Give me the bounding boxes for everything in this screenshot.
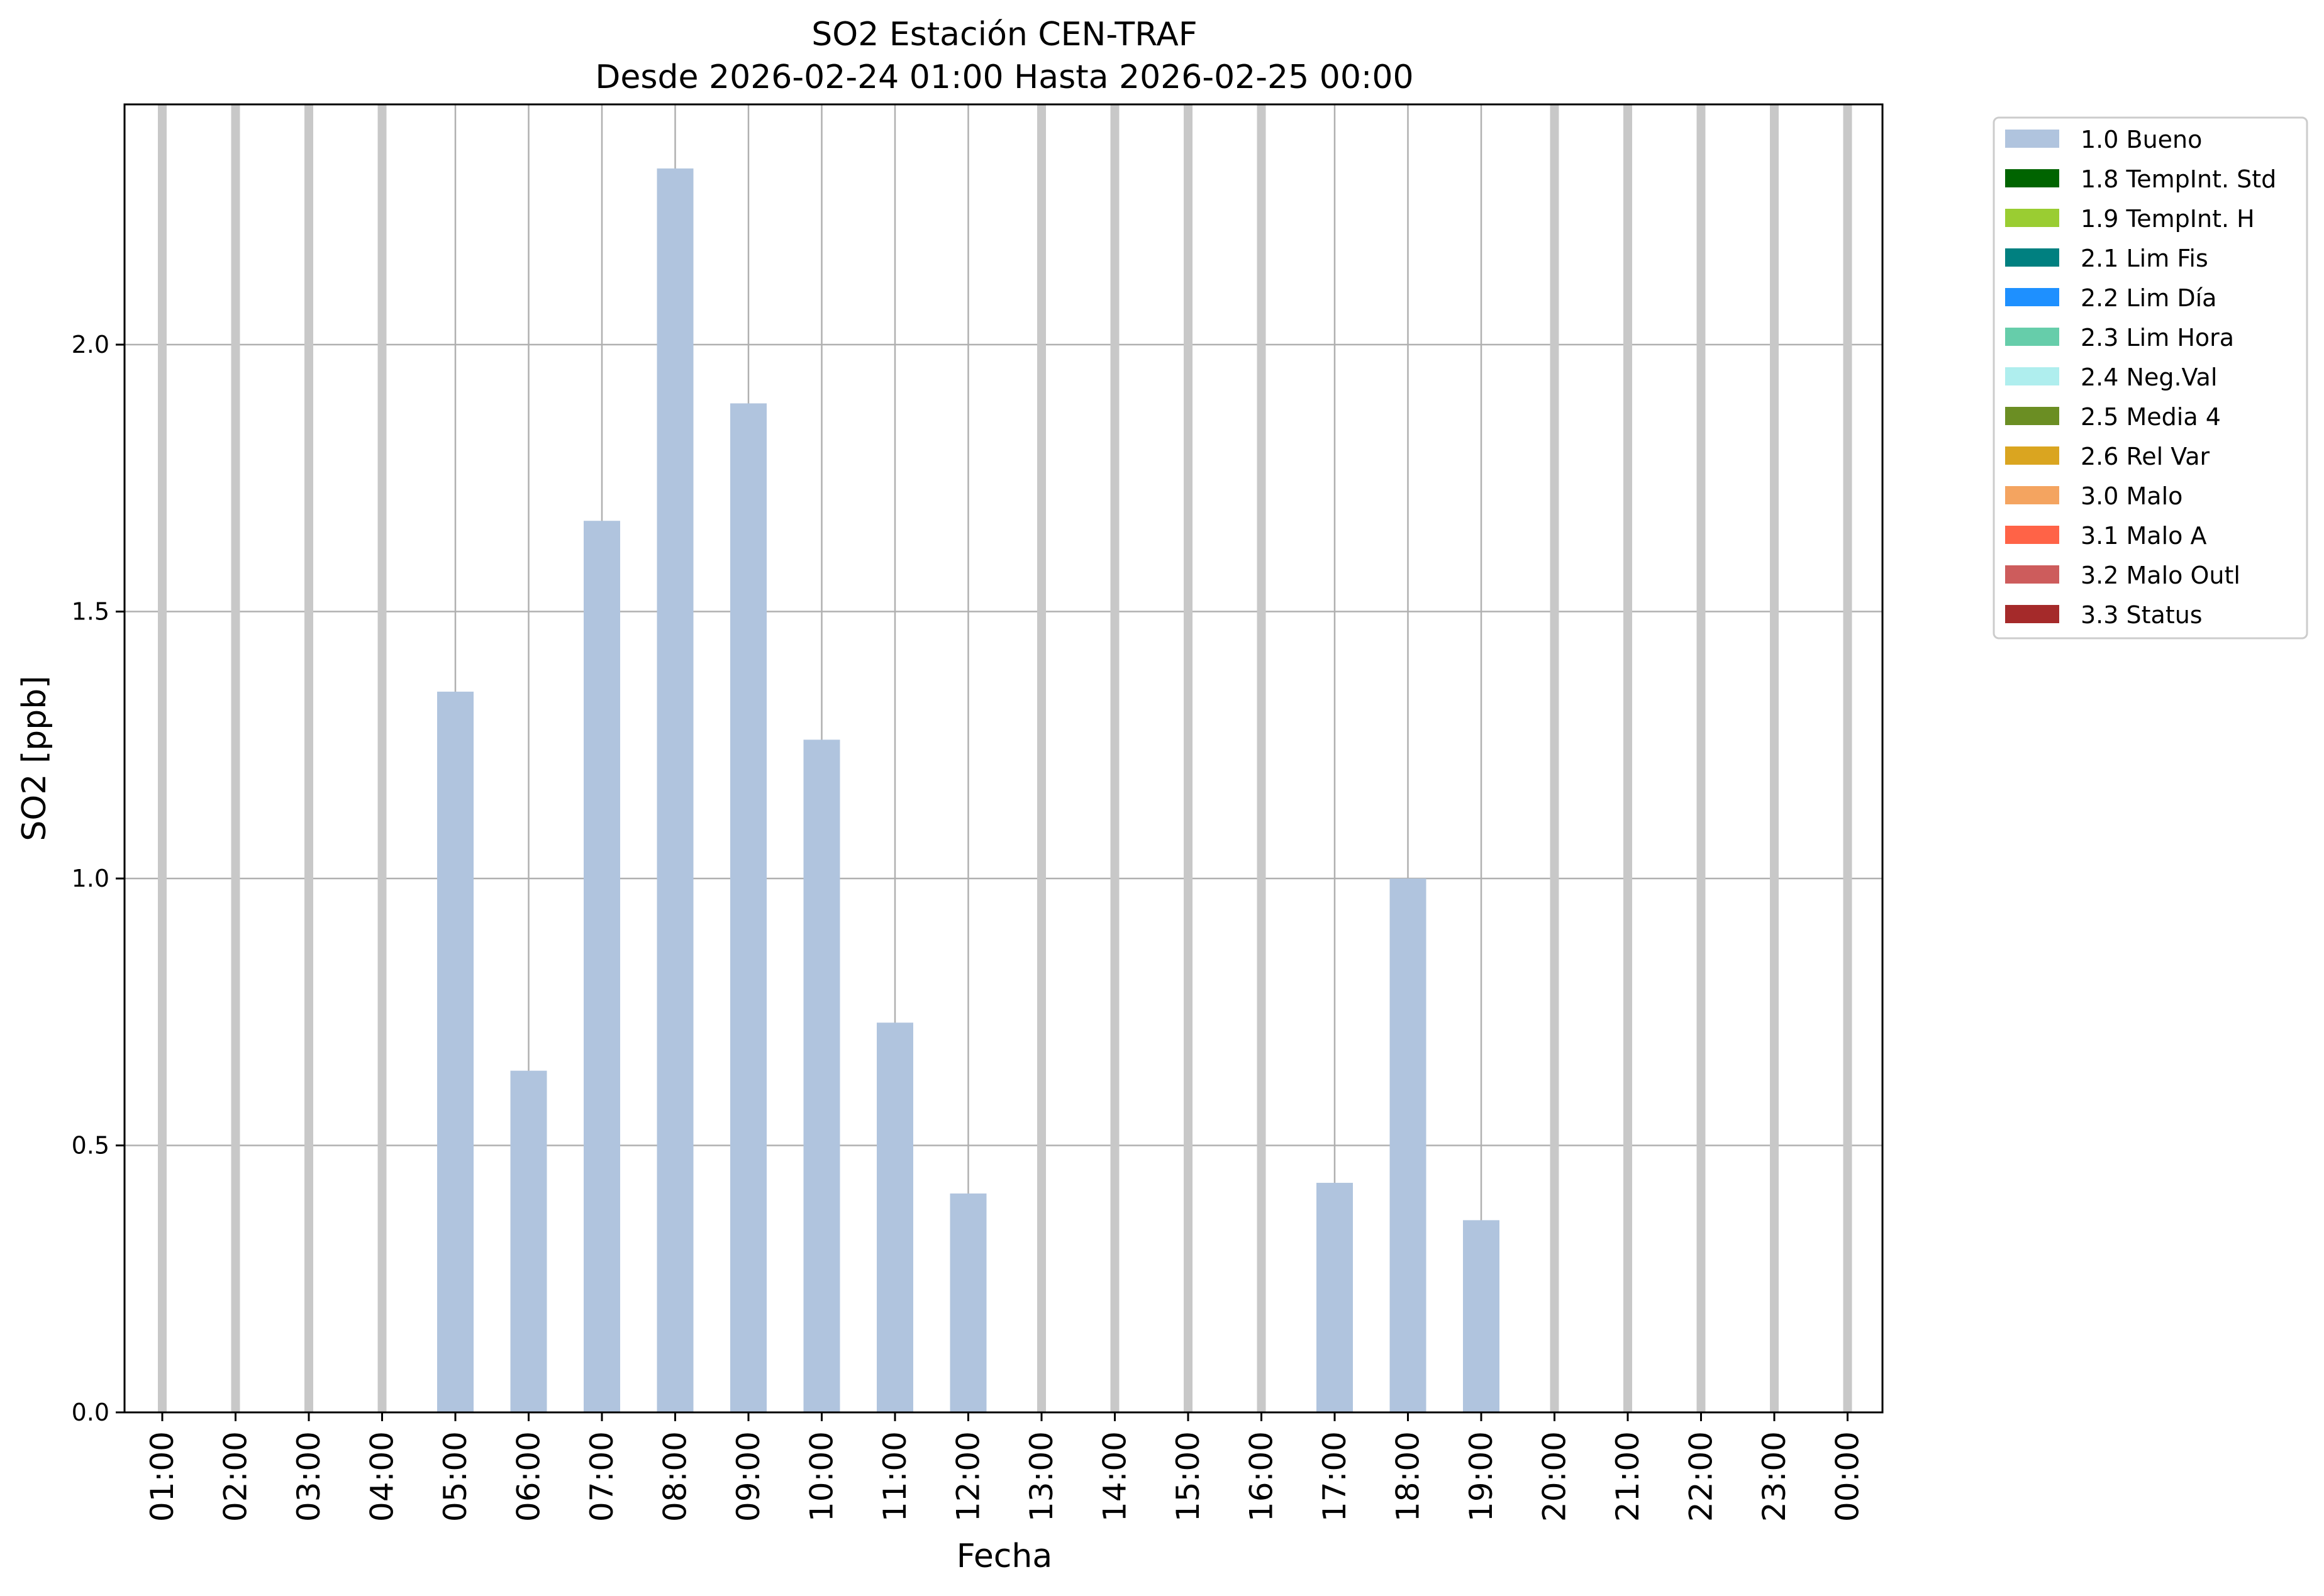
legend-swatch	[2005, 565, 2059, 584]
legend-swatch	[2005, 407, 2059, 425]
legend-label: 3.2 Malo Outl	[2081, 562, 2240, 589]
x-tick-label: 10:00	[804, 1431, 840, 1522]
x-tick-label: 06:00	[511, 1431, 547, 1522]
x-tick-label: 00:00	[1830, 1431, 1866, 1522]
bar	[584, 521, 620, 1412]
x-tick-label: 11:00	[877, 1431, 913, 1522]
bar	[1463, 1220, 1499, 1412]
x-tick-label: 12:00	[950, 1431, 987, 1522]
missing-data-marker	[1623, 104, 1632, 1412]
legend-label: 1.8 TempInt. Std	[2081, 165, 2276, 193]
legend-swatch	[2005, 209, 2059, 227]
x-tick-label: 20:00	[1537, 1431, 1573, 1522]
x-axis: 01:00 02:00 03:00 04:00 05:00 06:00 07:00 08:00…	[144, 1412, 1866, 1522]
x-tick-label: 13:00	[1023, 1431, 1060, 1522]
missing-data-marker	[1843, 104, 1852, 1412]
legend-swatch	[2005, 130, 2059, 148]
x-tick-label: 09:00	[730, 1431, 767, 1522]
bar	[510, 1070, 547, 1412]
legend-swatch	[2005, 367, 2059, 385]
legend-label: 3.3 Status	[2081, 601, 2203, 629]
legend-swatch	[2005, 486, 2059, 504]
x-tick-label: 22:00	[1683, 1431, 1720, 1522]
chart-title-line2: Desde 2026-02-24 01:00 Hasta 2026-02-25 …	[595, 58, 1413, 96]
bars	[437, 168, 1499, 1412]
y-axis-label: SO2 [ppb]	[16, 675, 53, 841]
x-tick-label: 05:00	[437, 1431, 474, 1522]
legend-swatch	[2005, 328, 2059, 346]
missing-data-marker	[158, 104, 167, 1412]
bar	[437, 691, 474, 1412]
legend-label: 2.3 Lim Hora	[2081, 324, 2234, 352]
bar	[877, 1022, 913, 1412]
x-tick-label: 03:00	[291, 1431, 327, 1522]
missing-data-marker	[1037, 104, 1046, 1412]
missing-data-marker	[231, 104, 240, 1412]
x-tick-label: 04:00	[364, 1431, 401, 1522]
legend-swatch	[2005, 169, 2059, 187]
missing-data-marker	[1696, 104, 1706, 1412]
x-tick-label: 07:00	[584, 1431, 620, 1522]
x-tick-label: 16:00	[1243, 1431, 1280, 1522]
missing-data-marker	[377, 104, 387, 1412]
x-tick-label: 17:00	[1316, 1431, 1353, 1522]
legend-label: 1.0 Bueno	[2081, 126, 2202, 153]
missing-data-markers	[158, 104, 1852, 1412]
bar	[950, 1193, 987, 1412]
plot-area-frame	[123, 103, 1884, 1414]
x-tick-label: 08:00	[657, 1431, 694, 1522]
legend-swatch	[2005, 526, 2059, 544]
bar	[1389, 878, 1426, 1412]
y-tick-label: 1.0	[72, 865, 109, 892]
legend-label: 1.9 TempInt. H	[2081, 205, 2255, 233]
missing-data-marker	[1110, 104, 1120, 1412]
x-tick-label: 01:00	[144, 1431, 181, 1522]
missing-data-marker	[1550, 104, 1559, 1412]
missing-data-marker	[1257, 104, 1266, 1412]
x-tick-label: 15:00	[1170, 1431, 1206, 1522]
legend-label: 2.2 Lim Día	[2081, 284, 2216, 312]
x-axis-label: Fecha	[957, 1538, 1052, 1575]
legend-frame	[1993, 116, 2308, 640]
legend-label: 3.1 Malo A	[2081, 522, 2206, 550]
y-tick-label: 0.5	[72, 1132, 109, 1160]
missing-data-marker	[1184, 104, 1193, 1412]
y-tick-label: 2.0	[72, 331, 109, 358]
legend-swatch	[2005, 248, 2059, 267]
chart-title-line1: SO2 Estación CEN-TRAF	[811, 16, 1197, 53]
legend-label: 2.6 Rel Var	[2081, 443, 2210, 470]
x-tick-label: 02:00	[218, 1431, 254, 1522]
x-tick-label: 19:00	[1463, 1431, 1499, 1522]
missing-data-marker	[304, 104, 313, 1412]
y-tick-label: 1.5	[72, 598, 109, 626]
legend-swatch	[2005, 605, 2059, 623]
bar	[730, 403, 767, 1412]
legend-label: 3.0 Malo	[2081, 482, 2182, 510]
x-tick-label: 21:00	[1610, 1431, 1646, 1522]
x-tick-label: 23:00	[1756, 1431, 1793, 1522]
missing-data-marker	[1770, 104, 1779, 1412]
y-axis: 0.0 0.5 1.0 1.5 2.0	[72, 331, 125, 1426]
legend-label: 2.4 Neg.Val	[2081, 363, 2217, 391]
bar	[803, 740, 840, 1412]
legend-swatch	[2005, 446, 2059, 465]
bar	[657, 168, 694, 1412]
y-tick-label: 0.0	[72, 1399, 109, 1426]
grid-lines	[125, 104, 1882, 1414]
legend-swatch	[2005, 288, 2059, 306]
legend-label: 2.5 Media 4	[2081, 403, 2221, 431]
legend-label: 2.1 Lim Fis	[2081, 245, 2208, 272]
legend: 1.0 Bueno 1.8 TempInt. Std 1.9 TempInt. H 2…	[1993, 116, 2308, 640]
bar	[1316, 1182, 1353, 1412]
x-tick-label: 18:00	[1390, 1431, 1426, 1522]
x-tick-label: 14:00	[1097, 1431, 1133, 1522]
